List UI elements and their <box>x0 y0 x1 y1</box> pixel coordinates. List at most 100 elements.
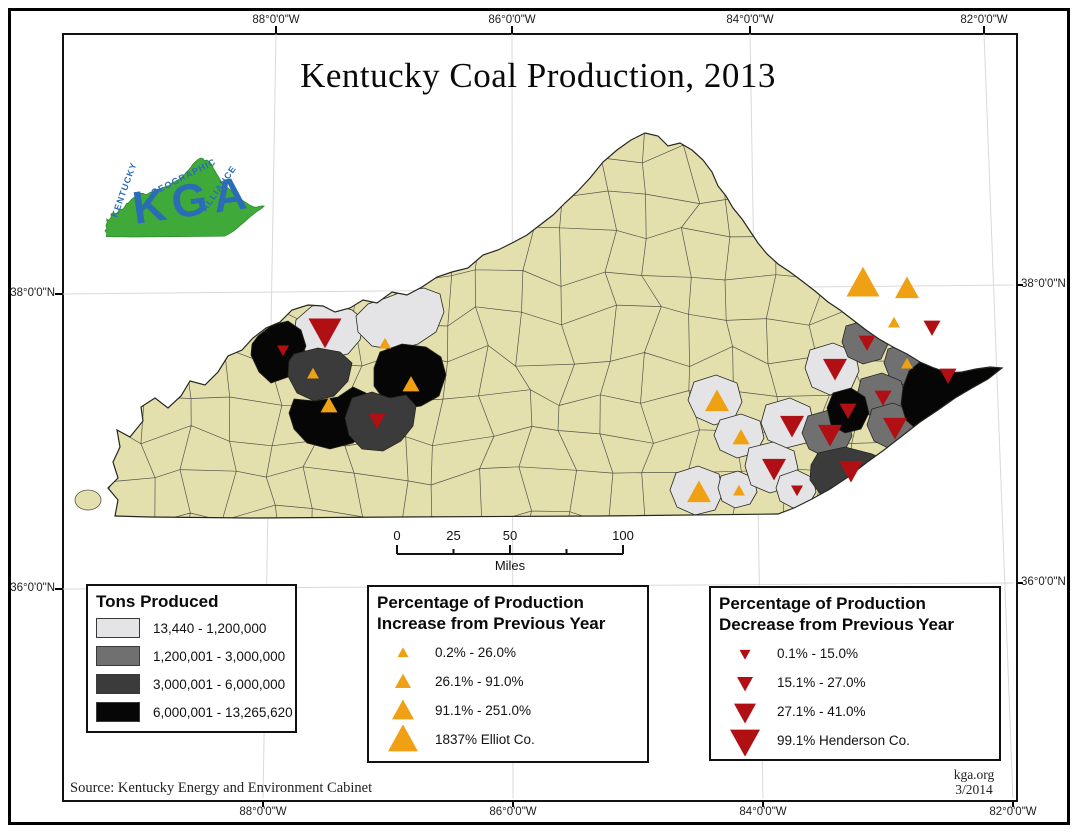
tons-class-label: 13,440 - 1,200,000 <box>153 620 267 636</box>
decrease-marker-icon <box>791 485 803 497</box>
scale-tick-label: 25 <box>446 528 460 543</box>
increase-legend-icon <box>377 667 429 697</box>
decrease-legend-row: 0.1% - 15.0% <box>711 639 999 668</box>
increase-legend-row: 91.1% - 251.0% <box>369 696 647 725</box>
decrease-marker-icon <box>839 460 863 483</box>
lat-label-right: 36°0'0"N <box>1021 576 1066 588</box>
graticule-tick <box>762 800 764 807</box>
decrease-legend-icon <box>719 639 771 669</box>
scale-tick-label: 50 <box>503 528 517 543</box>
legend-decrease-title-line1: Percentage of Production <box>719 594 926 613</box>
tons-class-label: 3,000,001 - 6,000,000 <box>153 676 286 692</box>
graticule-tick <box>511 26 513 33</box>
legend-tons-title: Tons Produced <box>96 592 219 611</box>
decrease-marker-icon <box>923 320 941 336</box>
decrease-marker-icon <box>277 345 289 357</box>
scale-bar: 0 25 50 100 Miles <box>393 528 634 573</box>
graticule-tick <box>1016 582 1023 584</box>
increase-marker-icon <box>320 397 338 413</box>
decrease-marker-icon <box>780 415 804 438</box>
increase-legend-label: 1837% Elliot Co. <box>435 732 535 747</box>
lon-label-top: 84°0'0"W <box>726 14 774 26</box>
legend-production-increase: Percentage of Production Increase from P… <box>367 585 649 763</box>
source-note: Source: Kentucky Energy and Environment … <box>70 780 373 796</box>
kga-logo: KENTUCKY GEOGRAPHIC ALLIANCE KGA <box>104 156 266 238</box>
graticule-tick <box>749 26 751 33</box>
increase-marker-icon <box>402 376 420 392</box>
decrease-legend-label: 27.1% - 41.0% <box>777 704 866 719</box>
graticule-tick <box>512 800 514 807</box>
lat-label-left: 38°0'0"N <box>10 287 55 299</box>
tons-class-label: 6,000,001 - 13,265,620 <box>153 704 293 720</box>
lon-label-bottom: 86°0'0"W <box>489 806 537 818</box>
decrease-marker-icon <box>858 335 876 351</box>
graticule-tick <box>1012 800 1014 807</box>
decrease-legend-label: 15.1% - 27.0% <box>777 675 866 690</box>
decrease-marker-icon <box>839 403 857 419</box>
decrease-legend-icon <box>719 726 771 756</box>
increase-legend-icon <box>377 724 429 755</box>
legend-increase-title-line2: Increase from Previous Year <box>377 614 606 633</box>
kga-logo-state-shape <box>104 157 266 238</box>
lon-label-bottom: 88°0'0"W <box>239 806 287 818</box>
graticule-tick <box>262 800 264 807</box>
county-shape-dark <box>287 347 353 402</box>
decrease-legend-row: 15.1% - 27.0% <box>711 668 999 697</box>
graticule-tick <box>275 26 277 33</box>
increase-marker-icon <box>732 429 750 445</box>
tons-class-swatch <box>96 646 140 666</box>
legend-tons-produced: Tons Produced 13,440 - 1,200,000 1,200,00… <box>86 584 297 733</box>
decrease-marker-icon <box>308 318 342 349</box>
increase-marker-icon <box>307 367 319 379</box>
tons-class-label: 1,200,001 - 3,000,000 <box>153 648 286 664</box>
legend-decrease-rows: 0.1% - 15.0% 15.1% - 27.0% 27.1% - 41.0% 99… <box>711 639 999 756</box>
western-river-island <box>74 489 102 511</box>
increase-legend-row: 0.2% - 26.0% <box>369 638 647 667</box>
decrease-legend-row: 99.1% Henderson Co. <box>711 726 999 756</box>
decrease-marker-icon <box>823 358 847 381</box>
increase-marker-icon <box>705 389 729 412</box>
increase-legend-icon <box>377 696 429 726</box>
increase-marker-icon <box>895 276 919 299</box>
tons-class-swatch <box>96 702 140 722</box>
credit-date: 3/2014 <box>955 782 993 797</box>
increase-marker-icon <box>846 266 880 297</box>
lon-label-top: 88°0'0"W <box>252 14 300 26</box>
decrease-marker-icon <box>368 413 386 429</box>
increase-legend-row: 26.1% - 91.0% <box>369 667 647 696</box>
credit-block: kga.org 3/2014 <box>938 767 1010 797</box>
increase-legend-row: 1837% Elliot Co. <box>369 724 647 755</box>
scale-tick-label: 0 <box>393 528 400 543</box>
increase-legend-icon <box>377 638 429 668</box>
decrease-marker-icon <box>874 390 892 406</box>
increase-marker-icon <box>733 484 745 496</box>
production-markers <box>277 266 957 503</box>
increase-marker-icon <box>888 316 900 328</box>
lat-label-right: 38°0'0"N <box>1021 278 1066 290</box>
legend-decrease-title-line2: Decrease from Previous Year <box>719 615 954 634</box>
scale-tick-label: 100 <box>612 528 634 543</box>
increase-legend-label: 91.1% - 251.0% <box>435 703 532 718</box>
legend-tons-row: 6,000,001 - 13,265,620 <box>88 698 295 726</box>
graticule-tick <box>55 293 62 295</box>
decrease-marker-icon <box>883 417 907 440</box>
tons-class-swatch <box>96 674 140 694</box>
county-shape-light <box>355 287 445 351</box>
legend-increase-title-line1: Percentage of Production <box>377 593 584 612</box>
increase-marker-icon <box>379 337 391 349</box>
decrease-marker-icon <box>939 368 957 384</box>
decrease-legend-label: 99.1% Henderson Co. <box>777 733 910 748</box>
lon-label-top: 82°0'0"W <box>960 14 1008 26</box>
decrease-legend-label: 0.1% - 15.0% <box>777 646 859 661</box>
legend-tons-row: 13,440 - 1,200,000 <box>88 614 295 642</box>
legend-tons-rows: 13,440 - 1,200,000 1,200,001 - 3,000,000 3… <box>88 614 295 726</box>
graticule-tick <box>1016 284 1023 286</box>
legend-production-decrease: Percentage of Production Decrease from P… <box>709 586 1001 761</box>
lat-label-left: 36°0'0"N <box>10 582 55 594</box>
increase-marker-icon <box>687 480 711 503</box>
increase-legend-label: 0.2% - 26.0% <box>435 645 517 660</box>
decrease-marker-icon <box>762 458 786 481</box>
decrease-legend-row: 27.1% - 41.0% <box>711 697 999 726</box>
credit-org: kga.org <box>953 767 995 782</box>
graticule-tick <box>55 588 62 590</box>
